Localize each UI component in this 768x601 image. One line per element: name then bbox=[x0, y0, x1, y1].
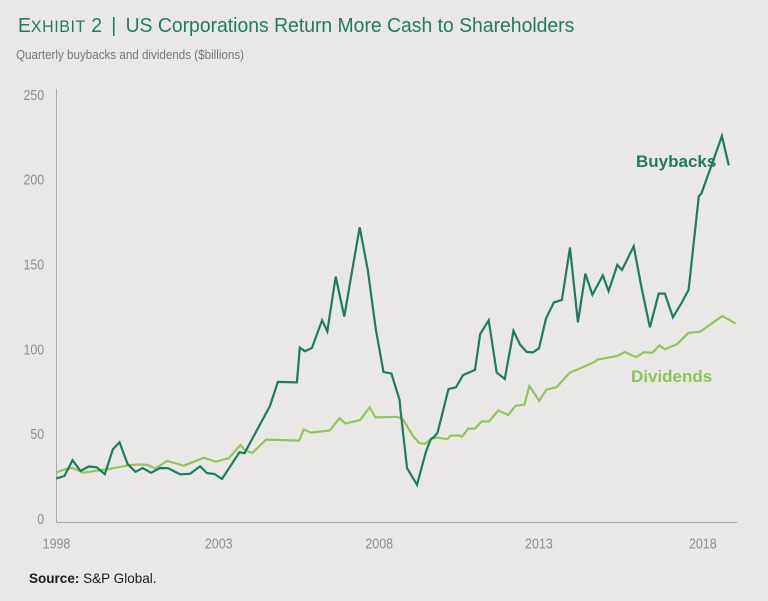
svg-text:2018: 2018 bbox=[689, 537, 717, 553]
svg-text:0: 0 bbox=[37, 512, 44, 528]
svg-text:250: 250 bbox=[24, 88, 45, 104]
svg-text:2008: 2008 bbox=[365, 537, 393, 553]
svg-text:2003: 2003 bbox=[205, 537, 233, 553]
svg-text:50: 50 bbox=[30, 427, 44, 443]
svg-text:200: 200 bbox=[24, 173, 45, 189]
svg-text:2013: 2013 bbox=[525, 537, 553, 553]
svg-text:Dividends: Dividends bbox=[631, 367, 712, 386]
svg-text:Buybacks: Buybacks bbox=[636, 152, 716, 171]
svg-text:1998: 1998 bbox=[43, 537, 71, 553]
svg-text:100: 100 bbox=[24, 342, 45, 358]
svg-text:150: 150 bbox=[24, 258, 45, 274]
